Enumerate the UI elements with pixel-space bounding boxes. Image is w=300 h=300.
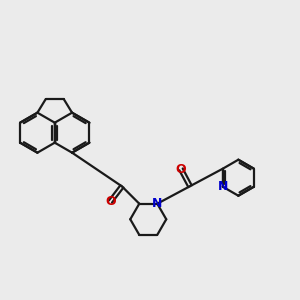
Text: O: O [105,195,116,208]
Text: N: N [218,180,228,193]
Text: O: O [176,163,186,176]
Text: N: N [152,197,163,210]
